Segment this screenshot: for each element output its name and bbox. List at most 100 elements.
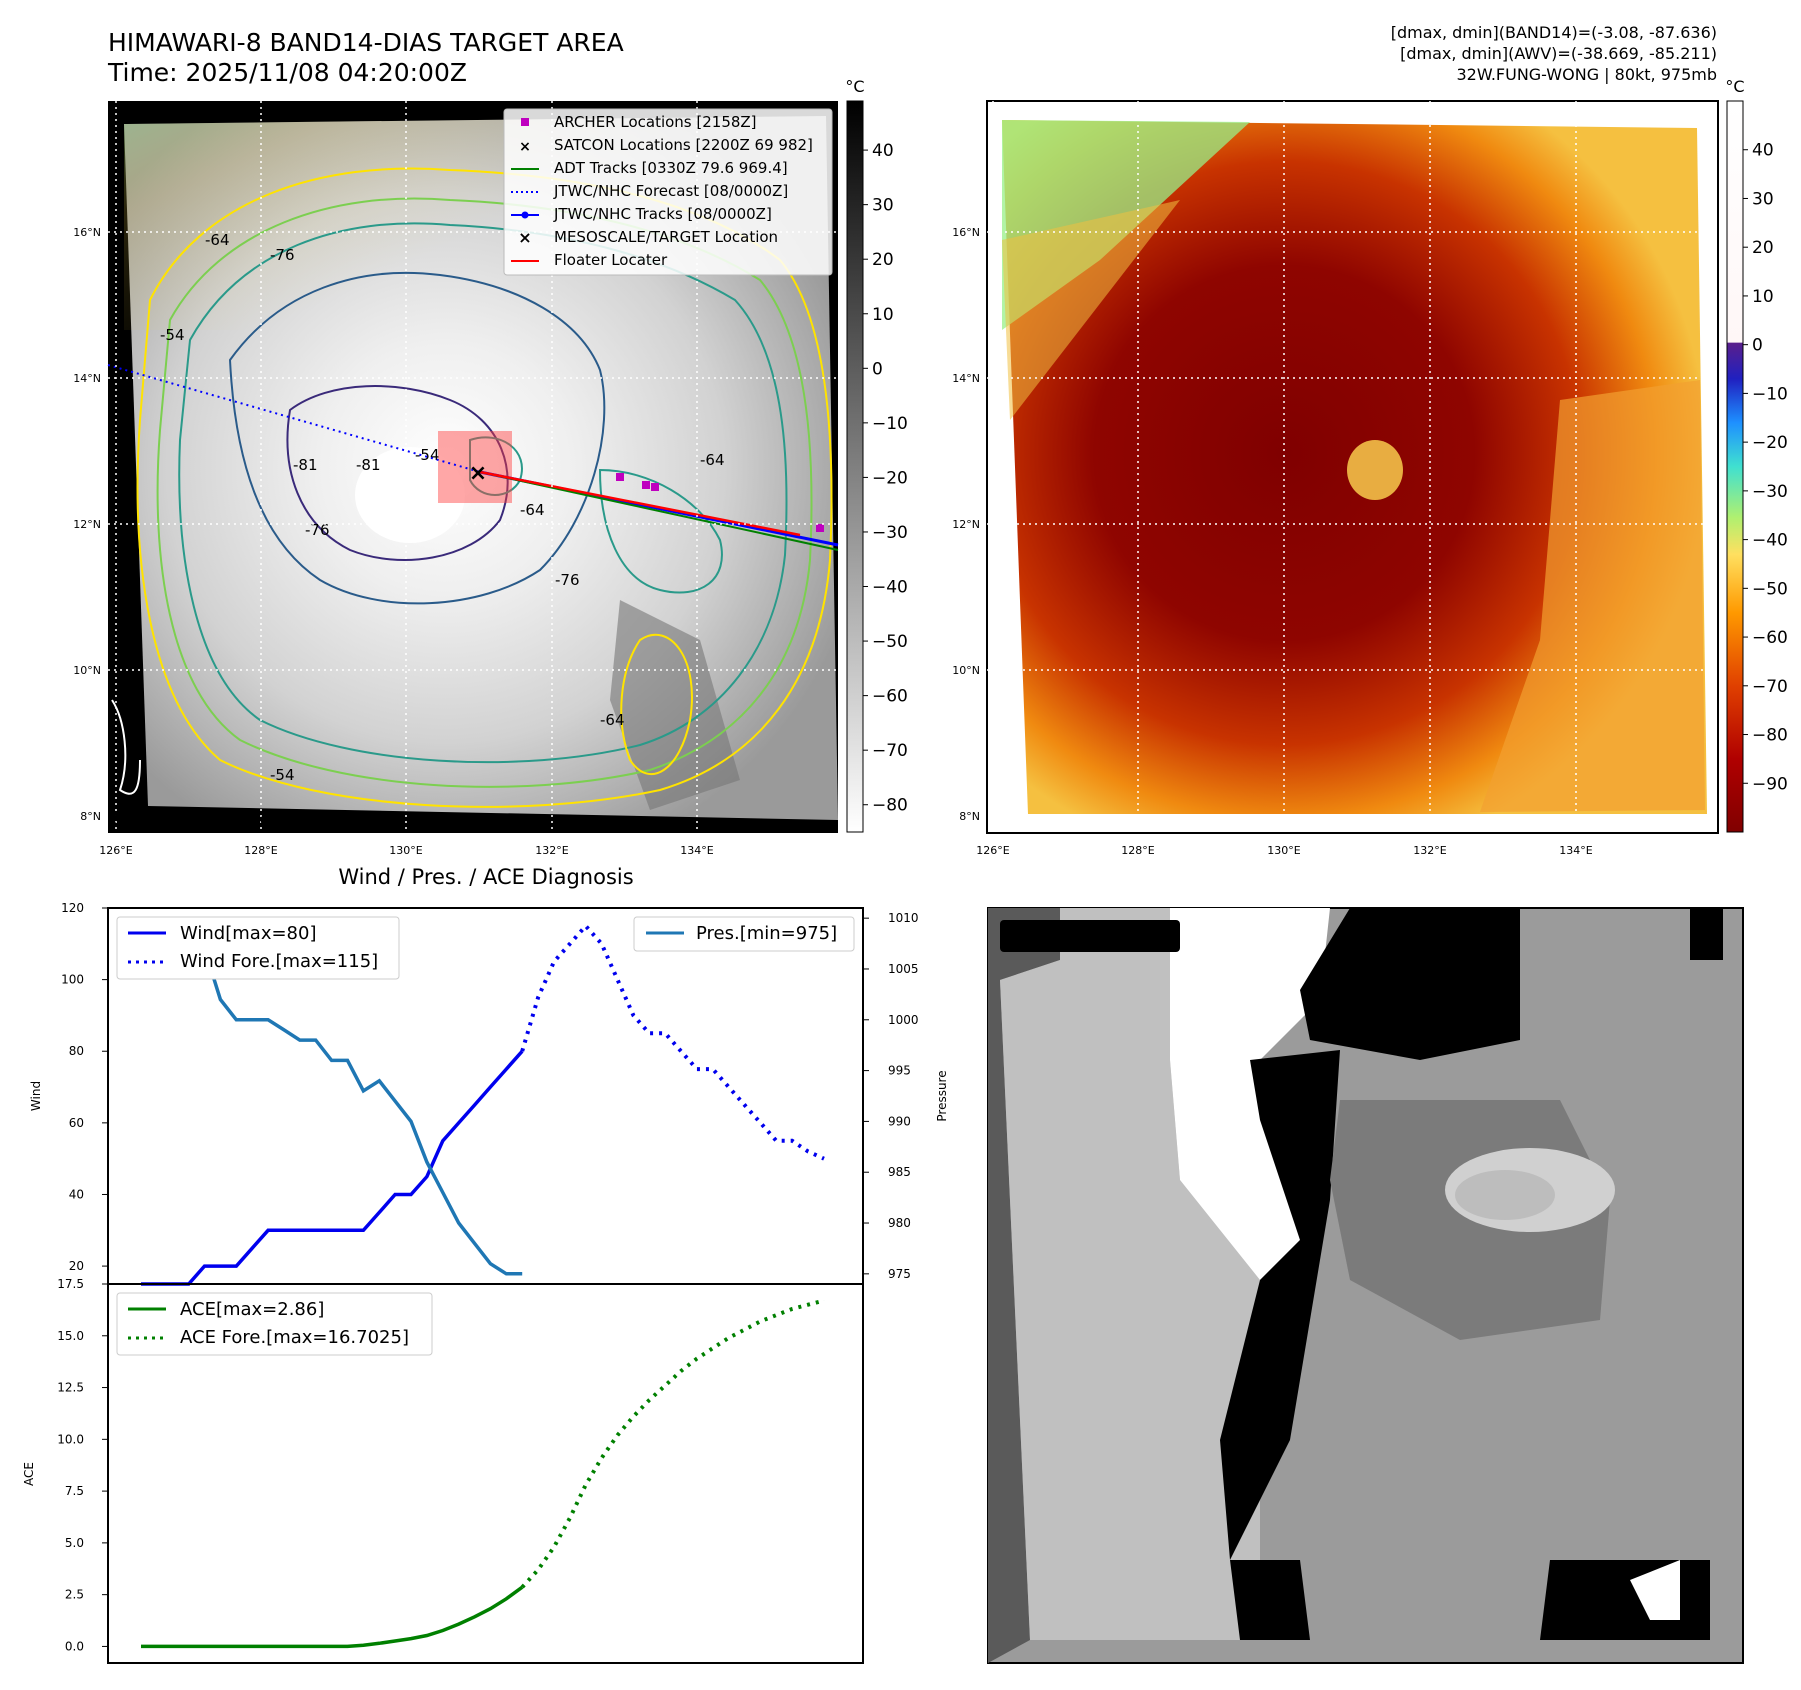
lat-label: 10°N [73, 664, 101, 677]
lon-label: 128°E [1121, 844, 1154, 857]
colorbar-tick-label: 0 [1752, 336, 1763, 356]
colorbar-tick-label: 40 [1752, 141, 1774, 161]
pressure-tick-label: 1010 [888, 911, 919, 925]
colorbar-tick-label: −80 [1752, 726, 1788, 746]
colorbar-tick-label: −70 [1752, 677, 1788, 697]
lat-label: 16°N [952, 226, 980, 239]
map1-lon-labels: 126°E 128°E 130°E 132°E 134°E [99, 844, 713, 857]
colorbar-awv: °C 40 30 20 10 0 −10 −20 −30 −40 −50 −60 −70 −80 −90 [1725, 77, 1788, 833]
lon-label: 130°E [389, 844, 422, 857]
colorbar-tick-label: 30 [872, 196, 894, 216]
contour-label: -54 [270, 766, 295, 784]
ace-tick-label: 0.0 [65, 1639, 84, 1653]
colorbar-tick-label: −60 [872, 687, 908, 707]
contour-label: -81 [293, 456, 318, 474]
colorbar-tick-label: −50 [1752, 579, 1788, 599]
ace-panel: 17.5 15.0 12.5 10.0 7.5 5.0 2.5 0.0 ACE ACE[max… [22, 1277, 864, 1664]
target-marker: × [469, 461, 487, 486]
legend-ace: ACE[max=2.86] [180, 1299, 324, 1320]
floater-locater [479, 470, 801, 537]
pressure-tick-label: 980 [888, 1216, 911, 1230]
colorbar-tick-label: −50 [872, 632, 908, 652]
legend-satcon: SATCON Locations [2200Z 69 982] [554, 136, 813, 154]
wind-tick-label: 100 [61, 973, 84, 987]
pressure-tick-label: 995 [888, 1064, 911, 1078]
awv-map-panel: 16°N 14°N 12°N 10°N 8°N 126°E 128°E 130°… [952, 100, 1719, 857]
contour-label: -54 [160, 326, 185, 344]
legend-floater: Floater Locater [554, 251, 668, 269]
lat-label: 8°N [959, 810, 980, 823]
contour-label: -76 [305, 521, 330, 539]
wmg-count: WMG Count: 0 [1008, 927, 1161, 949]
colorbar-tick-label: −80 [872, 796, 908, 816]
lon-label: 126°E [99, 844, 132, 857]
ace-tick-label: 2.5 [65, 1588, 84, 1602]
dmax-band14: [dmax, dmin](BAND14)=(-3.08, -87.636) [1391, 23, 1717, 42]
colorbar-tick-label: −70 [872, 741, 908, 761]
storm-info: 32W.FUNG-WONG | 80kt, 975mb [1456, 65, 1717, 84]
jtwc-forecast-track [107, 364, 481, 473]
colorbar-tick-label: 30 [1752, 189, 1774, 209]
ace-series-line-0 [141, 1585, 524, 1649]
wind-pres-panel: Wind / Pres. / ACE Diagnosis 120 100 80 60 4… [29, 865, 949, 1286]
colorbar-tick-label: −40 [872, 578, 908, 598]
ace-tick-label: 5.0 [65, 1536, 84, 1550]
colorbar-tick-label: 20 [1752, 238, 1774, 258]
legend-archer: ARCHER Locations [2158Z] [554, 113, 757, 131]
legend-adt: ADT Tracks [0330Z 79.6 969.4] [554, 159, 788, 177]
pressure-tick-label: 985 [888, 1165, 911, 1179]
lon-label: 126°E [976, 844, 1009, 857]
figure-time: Time: 2025/11/08 04:20:00Z [107, 58, 467, 87]
svg-text:×: × [518, 228, 531, 247]
legend-wind-fore: Wind Fore.[max=115] [180, 951, 378, 972]
diagnosis-title: Wind / Pres. / ACE Diagnosis [338, 865, 633, 889]
target-box [438, 431, 512, 503]
map1-lat-labels: 16°N 14°N 12°N 10°N 8°N [73, 226, 101, 823]
colorbar-tick-label: 10 [1752, 287, 1774, 307]
ace-tick-label: 12.5 [57, 1381, 84, 1395]
legend-target: MESOSCALE/TARGET Location [554, 228, 778, 246]
colorbar-tick-label: −60 [1752, 628, 1788, 648]
pres-legend: Pres.[min=975] [633, 916, 855, 952]
colorbar-tick-label: −20 [872, 468, 908, 488]
lat-label: 12°N [73, 518, 101, 531]
colorbar-unit: °C [845, 77, 864, 96]
wmg-panel: WMG Count: 0 [987, 907, 1744, 1664]
series-line-1 [520, 922, 825, 1161]
ace-tick-label: 7.5 [65, 1484, 84, 1498]
lon-label: 128°E [244, 844, 277, 857]
pressure-tick-label: 1005 [888, 962, 919, 976]
map2-lon-labels: 126°E 128°E 130°E 132°E 134°E [976, 844, 1592, 857]
lat-label: 12°N [952, 518, 980, 531]
legend-wind: Wind[max=80] [180, 923, 317, 944]
pressure-tick-label: 990 [888, 1114, 911, 1128]
colorbar-tick-label: −40 [1752, 531, 1788, 551]
ace-tick-label: 15.0 [57, 1329, 84, 1343]
contour-label: -64 [600, 711, 625, 729]
map-legend: × × ARCHER Locations [2158Z] SATCON Loca… [503, 108, 833, 276]
contour-label: -76 [555, 571, 580, 589]
wind-tick-label: 80 [69, 1044, 84, 1058]
band14-map-panel: -54 -64 -76 -81 -76 -64 -54 -81 -64 -76 … [73, 101, 839, 857]
archer-locations [616, 473, 824, 532]
ace-series-line-1 [520, 1298, 825, 1589]
series-line-0 [141, 1050, 524, 1286]
contour-label: -64 [520, 501, 545, 519]
lon-label: 134°E [680, 844, 713, 857]
colorbar-tick-label: 10 [872, 305, 894, 325]
pressure-tick-label: 1000 [888, 1013, 919, 1027]
colorbar-tick-label: 0 [872, 359, 883, 379]
colorbar-tick-label: −30 [1752, 482, 1788, 502]
colorbar-tick-label: 20 [872, 250, 894, 270]
ace-axis-label: ACE [22, 1462, 36, 1486]
copyright: Copyright © 2020-2025 Dapiya [111, 811, 390, 830]
colorbar-unit: °C [1725, 77, 1744, 96]
lon-label: 132°E [1413, 844, 1446, 857]
lon-label: 134°E [1559, 844, 1592, 857]
pressure-axis-label: Pressure [935, 1070, 949, 1121]
map2-lat-labels: 16°N 14°N 12°N 10°N 8°N [952, 226, 980, 823]
colorbar-tick-label: −30 [872, 523, 908, 543]
contour-labels: -54 -64 -76 -81 -76 -64 -54 -81 -64 -76 … [160, 231, 725, 784]
pressure-tick-label: 975 [888, 1267, 911, 1281]
